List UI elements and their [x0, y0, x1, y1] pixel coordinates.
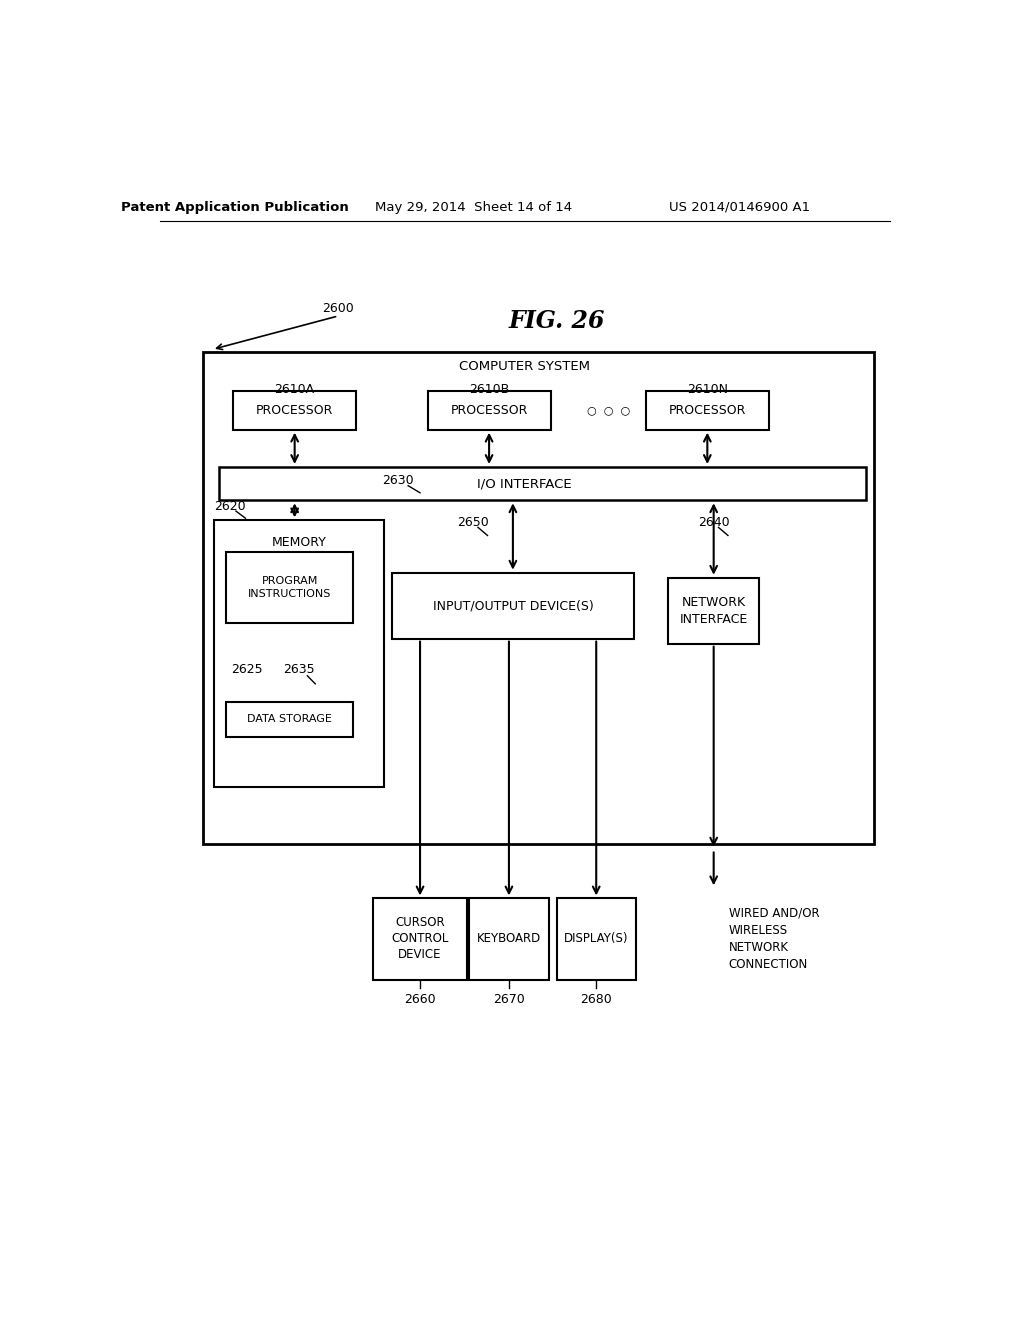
Bar [373, 899, 467, 979]
Text: 2680: 2680 [581, 994, 612, 1006]
Text: US 2014/0146900 A1: US 2014/0146900 A1 [669, 201, 810, 214]
Text: Patent Application Publication: Patent Application Publication [121, 201, 349, 214]
Bar [469, 899, 549, 979]
Text: CURSOR
CONTROL
DEVICE: CURSOR CONTROL DEVICE [391, 916, 449, 961]
Text: I/O INTERFACE: I/O INTERFACE [477, 477, 572, 490]
Text: MEMORY: MEMORY [271, 536, 327, 549]
Text: 2670: 2670 [493, 994, 525, 1006]
Text: 2640: 2640 [697, 516, 729, 529]
Text: 2660: 2660 [404, 994, 436, 1006]
Text: 2610A: 2610A [274, 383, 314, 396]
Text: 2610N: 2610N [687, 383, 728, 396]
Text: DATA STORAGE: DATA STORAGE [248, 714, 333, 725]
Text: 2625: 2625 [231, 663, 263, 676]
Text: INPUT/OUTPUT DEVICE(S): INPUT/OUTPUT DEVICE(S) [432, 599, 593, 612]
Text: 2620: 2620 [214, 499, 246, 512]
Bar [233, 391, 356, 430]
Text: WIRED AND/OR
WIRELESS
NETWORK
CONNECTION: WIRED AND/OR WIRELESS NETWORK CONNECTION [729, 907, 819, 972]
Text: PROGRAM
INSTRUCTIONS: PROGRAM INSTRUCTIONS [248, 576, 332, 599]
Text: 2635: 2635 [284, 663, 315, 676]
Text: PROCESSOR: PROCESSOR [669, 404, 746, 417]
Bar [556, 899, 636, 979]
Text: 2650: 2650 [458, 516, 489, 529]
Bar [226, 552, 353, 623]
Text: 2610B: 2610B [469, 383, 509, 396]
Text: 2600: 2600 [323, 302, 354, 315]
Bar [204, 351, 873, 845]
Bar [214, 520, 384, 787]
Text: ○  ○  ○: ○ ○ ○ [587, 405, 630, 416]
Text: FIG. 26: FIG. 26 [508, 309, 605, 333]
Bar [226, 702, 353, 738]
Text: NETWORK
INTERFACE: NETWORK INTERFACE [680, 595, 748, 626]
Text: 2630: 2630 [382, 474, 414, 487]
Text: May 29, 2014  Sheet 14 of 14: May 29, 2014 Sheet 14 of 14 [375, 201, 571, 214]
Bar [392, 573, 634, 639]
Text: DISPLAY(S): DISPLAY(S) [564, 932, 629, 945]
Bar [646, 391, 769, 430]
Text: KEYBOARD: KEYBOARD [477, 932, 541, 945]
Text: PROCESSOR: PROCESSOR [256, 404, 334, 417]
Text: PROCESSOR: PROCESSOR [451, 404, 527, 417]
Bar [219, 467, 866, 500]
Bar [428, 391, 551, 430]
Text: COMPUTER SYSTEM: COMPUTER SYSTEM [460, 360, 590, 374]
Bar [668, 578, 760, 644]
